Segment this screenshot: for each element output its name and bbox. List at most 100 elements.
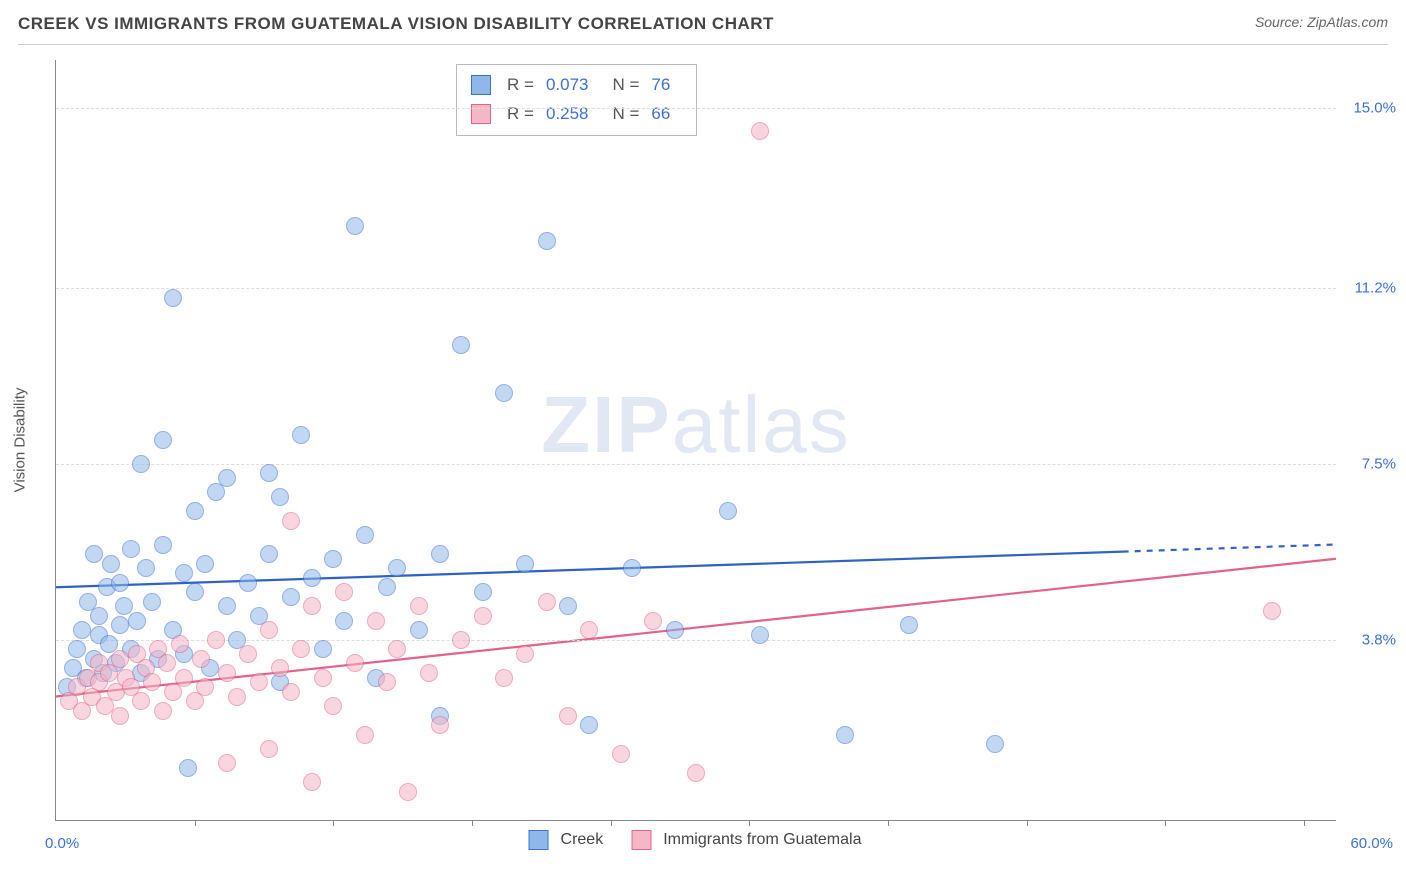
data-point: [378, 673, 396, 691]
data-point: [324, 697, 342, 715]
data-point: [687, 764, 705, 782]
data-point: [516, 645, 534, 663]
data-point: [314, 669, 332, 687]
data-point: [122, 540, 140, 558]
stats-row-guatemala: R = 0.258 N = 66: [471, 100, 682, 129]
data-point: [132, 455, 150, 473]
data-point: [218, 754, 236, 772]
data-point: [538, 232, 556, 250]
data-point: [132, 692, 150, 710]
data-point: [612, 745, 630, 763]
data-point: [154, 431, 172, 449]
data-point: [356, 726, 374, 744]
x-tick: [749, 820, 750, 826]
data-point: [271, 659, 289, 677]
legend-swatch-creek: [529, 830, 549, 850]
data-point: [900, 616, 918, 634]
data-point: [751, 122, 769, 140]
data-point: [388, 640, 406, 658]
data-point: [179, 759, 197, 777]
x-tick: [1027, 820, 1028, 826]
data-point: [85, 545, 103, 563]
x-axis-max-label: 60.0%: [1350, 835, 1393, 852]
trend-lines: [56, 60, 1336, 820]
y-tick-label: 11.2%: [1341, 280, 1396, 297]
data-point: [186, 502, 204, 520]
data-point: [128, 612, 146, 630]
data-point: [388, 559, 406, 577]
chart-header: CREEK VS IMMIGRANTS FROM GUATEMALA VISIO…: [18, 14, 1388, 45]
x-tick: [333, 820, 334, 826]
data-point: [239, 574, 257, 592]
gridline: [56, 640, 1336, 641]
data-point: [143, 593, 161, 611]
data-point: [154, 702, 172, 720]
data-point: [228, 688, 246, 706]
data-point: [431, 716, 449, 734]
data-point: [207, 631, 225, 649]
data-point: [666, 621, 684, 639]
data-point: [271, 488, 289, 506]
data-point: [192, 650, 210, 668]
x-tick: [472, 820, 473, 826]
data-point: [196, 678, 214, 696]
data-point: [452, 631, 470, 649]
data-point: [836, 726, 854, 744]
stat-r-label: R =: [507, 100, 534, 129]
data-point: [335, 583, 353, 601]
data-point: [111, 616, 129, 634]
plot-area: ZIPatlas R = 0.073 N = 76 R = 0.258 N = …: [55, 60, 1336, 821]
data-point: [111, 574, 129, 592]
data-point: [175, 669, 193, 687]
data-point: [420, 664, 438, 682]
stat-r-creek: 0.073: [546, 71, 589, 100]
data-point: [719, 502, 737, 520]
data-point: [516, 555, 534, 573]
data-point: [538, 593, 556, 611]
chart-source: Source: ZipAtlas.com: [1255, 14, 1388, 30]
x-tick: [1165, 820, 1166, 826]
stat-n-guatemala: 66: [651, 100, 670, 129]
data-point: [260, 621, 278, 639]
legend-swatch-guatemala: [631, 830, 651, 850]
data-point: [303, 569, 321, 587]
data-point: [751, 626, 769, 644]
data-point: [399, 783, 417, 801]
data-point: [410, 621, 428, 639]
chart-title: CREEK VS IMMIGRANTS FROM GUATEMALA VISIO…: [18, 14, 774, 33]
data-point: [324, 550, 342, 568]
data-point: [623, 559, 641, 577]
data-point: [282, 588, 300, 606]
x-tick: [888, 820, 889, 826]
data-point: [175, 564, 193, 582]
legend-item-creek: Creek: [529, 830, 604, 850]
data-point: [292, 426, 310, 444]
data-point: [1263, 602, 1281, 620]
data-point: [158, 654, 176, 672]
data-point: [495, 384, 513, 402]
data-point: [260, 545, 278, 563]
data-point: [346, 217, 364, 235]
data-point: [73, 621, 91, 639]
data-point: [102, 555, 120, 573]
y-axis-title: Vision Disability: [12, 388, 29, 493]
data-point: [431, 545, 449, 563]
data-point: [580, 621, 598, 639]
chart-area: ZIPatlas R = 0.073 N = 76 R = 0.258 N = …: [55, 60, 1335, 820]
y-tick-label: 7.5%: [1341, 455, 1396, 472]
data-point: [495, 669, 513, 687]
data-point: [580, 716, 598, 734]
y-tick-label: 15.0%: [1341, 99, 1396, 116]
stats-legend-box: R = 0.073 N = 76 R = 0.258 N = 66: [456, 64, 697, 136]
gridline: [56, 288, 1336, 289]
stat-r-guatemala: 0.258: [546, 100, 589, 129]
data-point: [474, 607, 492, 625]
data-point: [346, 654, 364, 672]
data-point: [282, 512, 300, 530]
watermark: ZIPatlas: [541, 379, 850, 471]
data-point: [292, 640, 310, 658]
data-point: [378, 578, 396, 596]
data-point: [218, 597, 236, 615]
x-axis-min-label: 0.0%: [45, 835, 79, 852]
data-point: [303, 597, 321, 615]
